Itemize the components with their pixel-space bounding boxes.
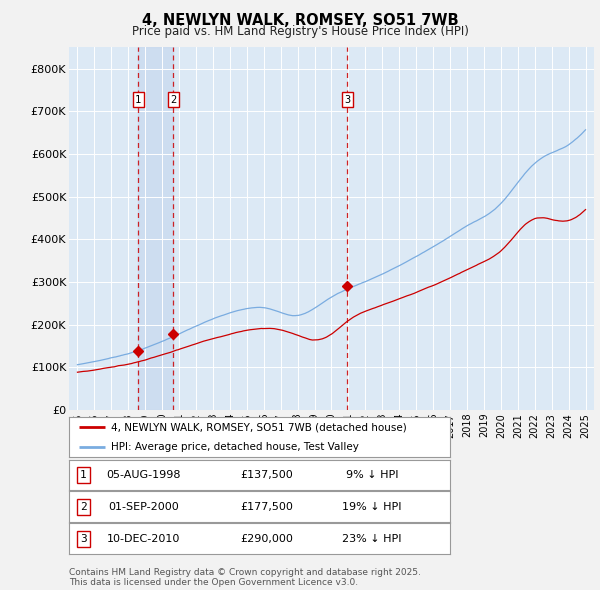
Text: 1: 1 [135, 95, 142, 105]
Text: 9% ↓ HPI: 9% ↓ HPI [346, 470, 398, 480]
Text: 2: 2 [80, 502, 87, 512]
Text: £290,000: £290,000 [241, 534, 293, 543]
Text: 01-SEP-2000: 01-SEP-2000 [108, 502, 179, 512]
Text: 23% ↓ HPI: 23% ↓ HPI [342, 534, 401, 543]
Text: 4, NEWLYN WALK, ROMSEY, SO51 7WB (detached house): 4, NEWLYN WALK, ROMSEY, SO51 7WB (detach… [111, 422, 407, 432]
Text: 05-AUG-1998: 05-AUG-1998 [106, 470, 181, 480]
Bar [138, 47, 173, 410]
Text: 19% ↓ HPI: 19% ↓ HPI [342, 502, 401, 512]
Text: Price paid vs. HM Land Registry's House Price Index (HPI): Price paid vs. HM Land Registry's House … [131, 25, 469, 38]
Text: 1: 1 [80, 470, 87, 480]
Text: £137,500: £137,500 [241, 470, 293, 480]
Text: £177,500: £177,500 [241, 502, 293, 512]
Text: Contains HM Land Registry data © Crown copyright and database right 2025.
This d: Contains HM Land Registry data © Crown c… [69, 568, 421, 587]
Text: 3: 3 [80, 534, 87, 543]
Text: 3: 3 [344, 95, 350, 105]
Text: 10-DEC-2010: 10-DEC-2010 [107, 534, 180, 543]
Text: HPI: Average price, detached house, Test Valley: HPI: Average price, detached house, Test… [111, 442, 359, 452]
Text: 2: 2 [170, 95, 176, 105]
Text: 4, NEWLYN WALK, ROMSEY, SO51 7WB: 4, NEWLYN WALK, ROMSEY, SO51 7WB [142, 13, 458, 28]
